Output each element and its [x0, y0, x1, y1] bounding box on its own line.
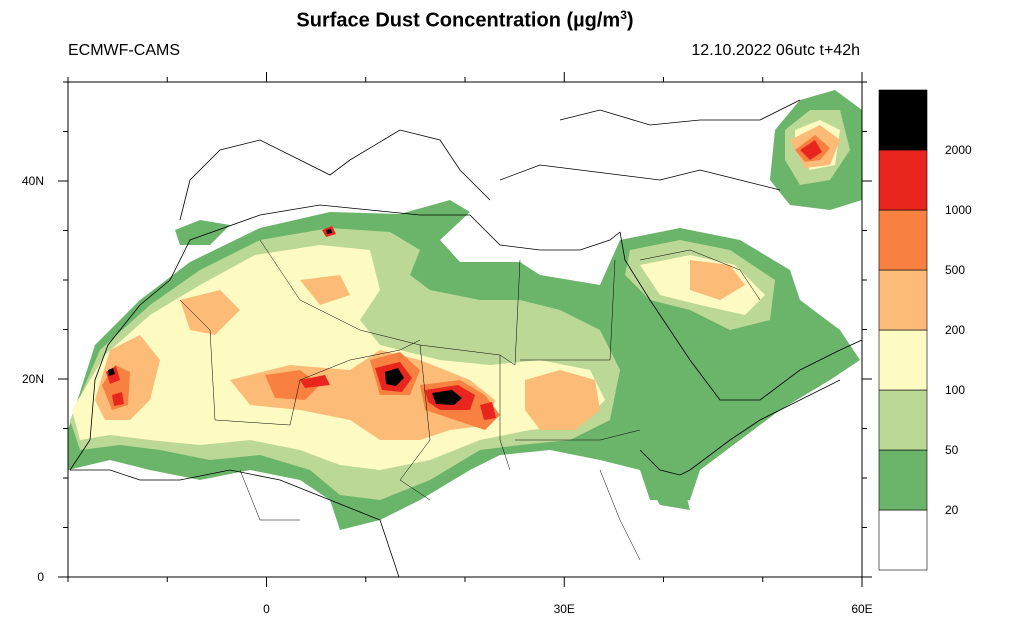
units-text: (µg/m: [566, 9, 621, 32]
legend-label: 2000: [945, 143, 972, 157]
legend-label: 1000: [945, 203, 972, 217]
lat-tick-label: 40N: [22, 174, 44, 188]
title-text: Surface Dust Concentration: [296, 9, 561, 32]
legend-swatch: [878, 449, 928, 511]
legend-swatch: [878, 269, 928, 331]
legend-label: 50: [945, 443, 959, 457]
legend-label: 500: [945, 263, 965, 277]
map-area: [68, 82, 862, 577]
legend-swatch: [878, 149, 928, 211]
legend-label: 100: [945, 383, 965, 397]
lon-tick-label: 0: [263, 602, 270, 616]
legend-swatch: [878, 329, 928, 391]
lat-tick-label: 20N: [22, 372, 44, 386]
colorbar-legend: 20 50 100 200 500 1000 2000: [878, 89, 972, 571]
coastlines: [69, 99, 862, 577]
dust-field-2000: [108, 229, 462, 405]
country-borders: [179, 239, 761, 561]
forecast-label: 12.10.2022 06utc t+42h: [691, 42, 860, 59]
chart-title: Surface Dust Concentration (µg/m3): [0, 8, 930, 33]
units-superscript: 3: [620, 8, 627, 22]
legend-swatch: [878, 89, 928, 151]
lon-tick-label: 60E: [851, 602, 872, 616]
legend-swatch: [878, 389, 928, 451]
source-label: ECMWF-CAMS: [68, 42, 180, 59]
units-close: ): [626, 9, 634, 32]
axis-ticks: 0 30E 60E 0 20N 40N: [22, 72, 873, 616]
legend-swatch: [878, 509, 928, 571]
lat-tick-label: 0: [37, 570, 44, 584]
legend-swatch: [878, 209, 928, 271]
lon-tick-label: 30E: [554, 602, 575, 616]
legend-label: 200: [945, 323, 965, 337]
legend-label: 20: [945, 503, 959, 517]
